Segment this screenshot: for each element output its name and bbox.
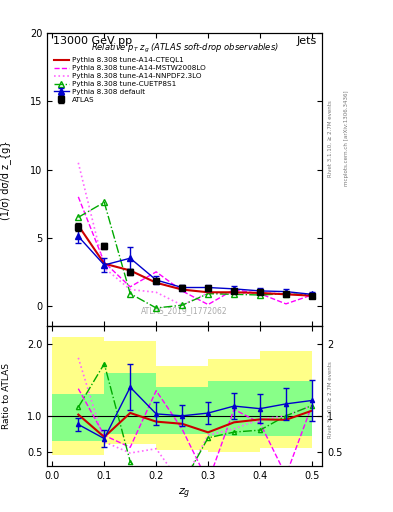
Pythia 8.308 tune-A14-MSTW2008LO [231, 287, 236, 293]
Pythia 8.308 tune-A14-MSTW2008LO [206, 302, 210, 308]
Text: Rivet 3.1.10, ≥ 2.7M events: Rivet 3.1.10, ≥ 2.7M events [328, 361, 333, 438]
Pythia 8.308 tune-A14-NNPDF2.3LO [258, 290, 263, 296]
Pythia 8.308 tune-A14-NNPDF2.3LO [180, 302, 184, 308]
Text: ATLAS_2019_I1772062: ATLAS_2019_I1772062 [141, 306, 228, 315]
Pythia 8.308 tune-CUETP8S1 [284, 291, 288, 297]
Pythia 8.308 tune-A14-NNPDF2.3LO [102, 265, 107, 271]
Y-axis label: (1/σ) dσ/d z_{g}: (1/σ) dσ/d z_{g} [0, 140, 11, 220]
Pythia 8.308 tune-A14-CTEQL1 [102, 261, 107, 267]
Pythia 8.308 tune-A14-MSTW2008LO [310, 292, 314, 298]
Pythia 8.308 tune-CUETP8S1 [258, 292, 263, 298]
Text: Relative $p_T$ $z_g$ (ATLAS soft-drop observables): Relative $p_T$ $z_g$ (ATLAS soft-drop ob… [91, 42, 279, 55]
Pythia 8.308 tune-A14-MSTW2008LO [284, 301, 288, 307]
Pythia 8.308 tune-A14-MSTW2008LO [102, 259, 107, 265]
Pythia 8.308 tune-CUETP8S1 [310, 292, 314, 298]
Pythia 8.308 tune-A14-CTEQL1 [180, 287, 184, 293]
Line: Pythia 8.308 tune-A14-NNPDF2.3LO: Pythia 8.308 tune-A14-NNPDF2.3LO [78, 163, 312, 305]
Pythia 8.308 tune-A14-CTEQL1 [258, 290, 263, 296]
Pythia 8.308 tune-A14-NNPDF2.3LO [76, 160, 81, 166]
Text: mcplots.cern.ch [arXiv:1306.3436]: mcplots.cern.ch [arXiv:1306.3436] [344, 91, 349, 186]
Pythia 8.308 tune-A14-CTEQL1 [76, 222, 81, 228]
Pythia 8.308 tune-CUETP8S1 [128, 291, 132, 297]
Line: Pythia 8.308 tune-CUETP8S1: Pythia 8.308 tune-CUETP8S1 [75, 200, 315, 311]
Pythia 8.308 tune-A14-NNPDF2.3LO [310, 292, 314, 298]
Pythia 8.308 tune-A14-CTEQL1 [310, 293, 314, 299]
Text: Rivet 3.1.10, ≥ 2.7M events: Rivet 3.1.10, ≥ 2.7M events [328, 100, 333, 177]
Pythia 8.308 tune-CUETP8S1 [154, 305, 158, 311]
Pythia 8.308 tune-A14-NNPDF2.3LO [231, 291, 236, 297]
Line: Pythia 8.308 tune-A14-CTEQL1: Pythia 8.308 tune-A14-CTEQL1 [78, 225, 312, 296]
Pythia 8.308 tune-CUETP8S1 [206, 291, 210, 297]
Y-axis label: Ratio to ATLAS: Ratio to ATLAS [2, 363, 11, 429]
Text: 13000 GeV pp: 13000 GeV pp [53, 36, 132, 46]
Pythia 8.308 tune-A14-CTEQL1 [128, 267, 132, 273]
Pythia 8.308 tune-CUETP8S1 [180, 302, 184, 308]
Pythia 8.308 tune-A14-CTEQL1 [206, 289, 210, 295]
Pythia 8.308 tune-A14-CTEQL1 [154, 280, 158, 286]
Pythia 8.308 tune-A14-MSTW2008LO [128, 284, 132, 290]
Pythia 8.308 tune-A14-MSTW2008LO [258, 291, 263, 297]
Legend: Pythia 8.308 tune-A14-CTEQL1, Pythia 8.308 tune-A14-MSTW2008LO, Pythia 8.308 tun: Pythia 8.308 tune-A14-CTEQL1, Pythia 8.3… [53, 57, 206, 103]
Pythia 8.308 tune-A14-MSTW2008LO [180, 288, 184, 294]
Pythia 8.308 tune-A14-NNPDF2.3LO [206, 290, 210, 296]
Pythia 8.308 tune-A14-NNPDF2.3LO [154, 289, 158, 295]
Pythia 8.308 tune-CUETP8S1 [231, 291, 236, 297]
Line: Pythia 8.308 tune-A14-MSTW2008LO: Pythia 8.308 tune-A14-MSTW2008LO [78, 197, 312, 305]
X-axis label: $z_{g}$: $z_{g}$ [178, 486, 191, 501]
Pythia 8.308 tune-CUETP8S1 [102, 199, 107, 205]
Pythia 8.308 tune-A14-NNPDF2.3LO [128, 287, 132, 293]
Pythia 8.308 tune-A14-MSTW2008LO [76, 194, 81, 200]
Text: Jets: Jets [296, 36, 317, 46]
Pythia 8.308 tune-A14-CTEQL1 [231, 289, 236, 295]
Pythia 8.308 tune-A14-NNPDF2.3LO [284, 291, 288, 297]
Pythia 8.308 tune-A14-MSTW2008LO [154, 269, 158, 275]
Pythia 8.308 tune-CUETP8S1 [76, 214, 81, 220]
Pythia 8.308 tune-A14-CTEQL1 [284, 291, 288, 297]
